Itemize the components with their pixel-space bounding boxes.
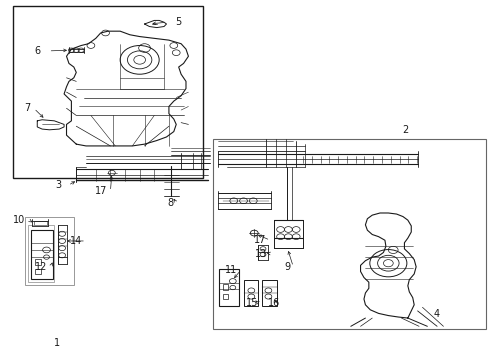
Text: 17: 17: [254, 235, 266, 245]
Bar: [219, 269, 238, 306]
Bar: [35, 259, 41, 265]
Text: 1: 1: [54, 338, 60, 348]
Text: 15: 15: [245, 298, 258, 308]
Bar: [244, 280, 258, 306]
Text: 16: 16: [267, 298, 279, 308]
Text: 9: 9: [284, 262, 290, 272]
Text: 10: 10: [13, 215, 25, 225]
Text: 4: 4: [433, 310, 439, 319]
Text: 13: 13: [254, 248, 266, 258]
Bar: [261, 280, 277, 306]
Text: 11: 11: [224, 265, 237, 275]
Text: 5: 5: [175, 17, 182, 27]
Text: 6: 6: [34, 46, 40, 56]
Bar: [27, 225, 54, 282]
Bar: [222, 284, 228, 291]
Text: 17: 17: [94, 186, 106, 197]
Text: 7: 7: [24, 103, 31, 113]
Bar: [35, 269, 41, 274]
Text: 2: 2: [402, 125, 407, 135]
Bar: [34, 221, 46, 225]
Bar: [13, 6, 203, 178]
Text: 12: 12: [35, 262, 47, 272]
Text: 14: 14: [70, 236, 82, 246]
Text: 8: 8: [167, 198, 173, 208]
Bar: [212, 139, 485, 329]
Bar: [31, 230, 53, 279]
Bar: [222, 294, 228, 299]
Bar: [25, 217, 74, 285]
Text: 3: 3: [55, 180, 61, 190]
